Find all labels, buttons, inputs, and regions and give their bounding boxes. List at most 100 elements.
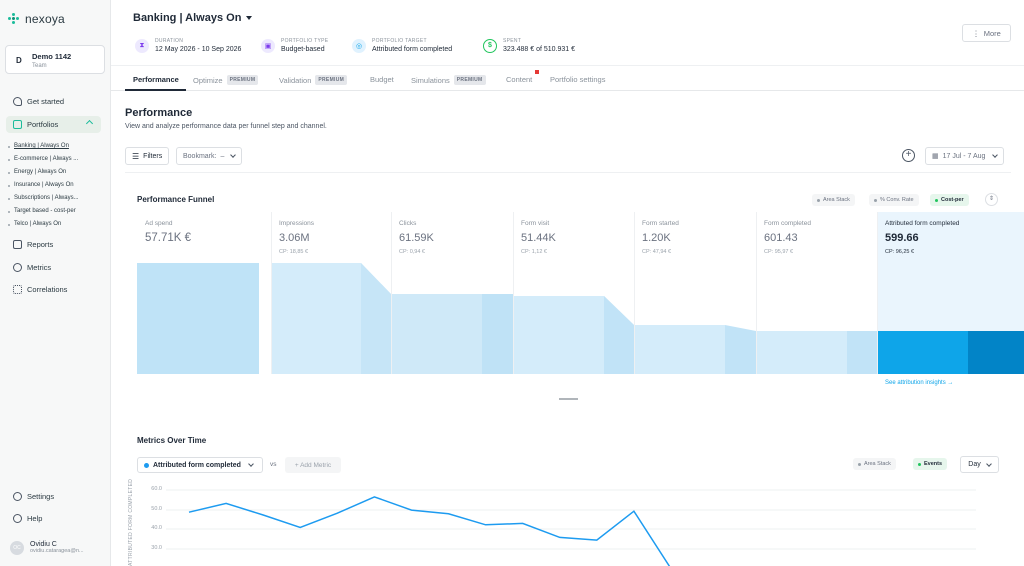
funnel-stage-form-completed: Form completed 601.43 CP: 95,97 € xyxy=(756,212,877,374)
active-tab-indicator xyxy=(125,89,186,91)
sidebar-item-get-started[interactable]: Get started xyxy=(13,97,64,106)
sidebar-item-correlations[interactable]: Correlations xyxy=(13,285,67,294)
gear-icon xyxy=(13,492,22,501)
correlations-icon xyxy=(13,285,22,294)
user-menu[interactable]: OC Ovidiu C ovidiu.cataragea@n... xyxy=(10,541,84,555)
logo[interactable]: nexoya xyxy=(8,12,65,26)
team-name: Demo 1142 xyxy=(32,52,72,61)
sidebar-item-label: Get started xyxy=(27,97,65,106)
funnel-bar-form-started[interactable] xyxy=(634,325,725,374)
chevron-down-icon xyxy=(985,460,992,467)
caret-down-icon xyxy=(246,16,253,20)
vs-label: vs xyxy=(270,461,277,468)
funnel-stage-attributed-form-completed[interactable]: Attributed form completed 599.66 CP: 96,… xyxy=(877,212,1024,374)
filters-button[interactable]: ☰ Filters xyxy=(125,147,170,165)
portfolio-title-dropdown[interactable]: Banking | Always On xyxy=(133,12,253,24)
grid-line xyxy=(271,212,272,374)
meta-duration: ⧗ DURATION 12 May 2026 - 10 Sep 2026 xyxy=(135,38,241,53)
portfolio-link[interactable]: E-commerce | Always ... xyxy=(7,156,79,162)
team-switcher[interactable]: D Demo 1142 Team xyxy=(5,45,105,74)
nexoya-logo-icon xyxy=(8,13,20,25)
tab-label: Performance xyxy=(133,75,179,84)
tab-validation[interactable]: Validation PREMIUM xyxy=(279,75,348,85)
toggle-cost-per[interactable]: Cost-per xyxy=(930,194,969,206)
portfolio-link[interactable]: Telco | Always On xyxy=(7,221,62,227)
metric-select[interactable]: Attributed form completed xyxy=(137,457,263,473)
funnel-bar-form-visit[interactable] xyxy=(513,296,634,374)
stage-label: Form completed xyxy=(764,220,811,227)
meta-label: PORTFOLIO TYPE xyxy=(281,38,329,44)
stage-label: Clicks xyxy=(399,220,417,227)
meta-label: DURATION xyxy=(155,38,184,44)
chevron-up-icon xyxy=(85,119,94,128)
tab-content[interactable]: Content xyxy=(506,75,532,84)
portfolio-link[interactable]: Banking | Always On xyxy=(8,143,69,149)
filters-label: Filters xyxy=(143,152,163,160)
portfolio-link[interactable]: Insurance | Always On xyxy=(8,182,74,188)
portfolio-link[interactable]: Subscriptions | Always... xyxy=(8,195,79,201)
funnel-bar-attributed-form-completed[interactable] xyxy=(877,331,968,374)
user-email: ovidiu.cataragea@n... xyxy=(30,548,84,554)
add-icon[interactable]: + xyxy=(902,149,915,162)
sidebar-item-settings[interactable]: Settings xyxy=(13,492,54,501)
sidebar-item-metrics[interactable]: Metrics xyxy=(13,263,51,272)
funnel-bar-ad-spend[interactable] xyxy=(137,263,259,374)
stage-label: Form started xyxy=(642,220,679,227)
sidebar-item-help[interactable]: Help xyxy=(13,514,42,523)
toggle-events[interactable]: Events xyxy=(913,458,948,470)
sort-icon[interactable]: ⇕ xyxy=(985,193,998,206)
premium-badge: PREMIUM xyxy=(453,75,486,85)
hourglass-icon: ⧗ xyxy=(135,38,149,53)
more-button[interactable]: ⋮ More xyxy=(962,24,1011,42)
tab-budget[interactable]: Budget xyxy=(370,75,394,84)
stage-cost-per: CP: 18,85 € xyxy=(279,249,309,255)
tab-label: Validation xyxy=(279,75,312,85)
add-metric-button[interactable]: + Add Metric xyxy=(285,457,341,473)
stage-value: 61.59K xyxy=(399,232,434,244)
meta-value: 12 May 2026 - 10 Sep 2026 xyxy=(155,46,242,53)
meta-label: PORTFOLIO TARGET xyxy=(372,38,427,44)
team-initial: D xyxy=(16,56,22,65)
scroll-indicator[interactable] xyxy=(559,398,578,400)
grid-line xyxy=(756,212,757,374)
toggle-area-stack-chart[interactable]: Area Stack xyxy=(853,458,896,470)
toggle-dot xyxy=(874,198,877,202)
stage-label: Impressions xyxy=(279,220,315,227)
tab-portfolio-settings[interactable]: Portfolio settings xyxy=(550,75,605,84)
meta-spent: $ SPENT 323.488 € of 510.931 € xyxy=(483,38,575,53)
granularity-select[interactable]: Day xyxy=(960,456,999,473)
divider xyxy=(125,172,1011,173)
stage-value: 599.66 xyxy=(885,232,919,244)
sidebar-item-portfolios[interactable]: Portfolios xyxy=(6,116,101,133)
portfolio-link[interactable]: Energy | Always On xyxy=(7,169,67,175)
toggle-label: Events xyxy=(924,461,943,467)
date-range-value: 17 Jul - 7 Aug xyxy=(942,152,986,160)
stage-cost-per: CP: 1,12 € xyxy=(521,249,547,255)
tab-optimize[interactable]: Optimize PREMIUM xyxy=(193,75,259,85)
tab-simulations[interactable]: Simulations PREMIUM xyxy=(411,75,486,85)
series-color-dot xyxy=(144,462,149,468)
attribution-insights-link[interactable]: See attribution insights → xyxy=(885,380,954,386)
sidebar-item-reports[interactable]: Reports xyxy=(13,240,53,249)
bookmark-select[interactable]: Bookmark: – xyxy=(176,147,243,165)
date-range-picker[interactable]: ▦ 17 Jul - 7 Aug xyxy=(925,147,1005,165)
funnel-bar-clicks-dark xyxy=(482,294,513,374)
funnel-bar-clicks[interactable] xyxy=(391,294,482,374)
portfolio-link[interactable]: Target based - cost-per xyxy=(8,208,76,214)
toggle-area-stack[interactable]: Area Stack xyxy=(812,194,855,206)
toggle-conv-rate[interactable]: % Conv. Rate xyxy=(869,194,919,206)
y-axis-label: ATTRIBUTED FORM COMPLETED xyxy=(128,478,134,566)
stage-label: Ad spend xyxy=(145,220,173,227)
meta-portfolio-type: ▣ PORTFOLIO TYPE Budget-based xyxy=(261,38,328,53)
y-tick-label: 40.0 xyxy=(151,525,162,531)
tab-performance[interactable]: Performance xyxy=(133,75,179,84)
funnel-bar-attributed-dark xyxy=(968,331,1024,374)
section-title: Performance xyxy=(125,107,193,119)
premium-badge: PREMIUM xyxy=(315,75,348,85)
stage-cost-per: CP: 0,94 € xyxy=(399,249,425,255)
toggle-label: % Conv. Rate xyxy=(880,197,914,203)
series-line-attributed-form-completed[interactable] xyxy=(188,496,671,566)
funnel-transition xyxy=(361,263,391,374)
stage-value: 57.71K € xyxy=(145,232,192,244)
funnel-bar-form-completed[interactable] xyxy=(756,331,847,374)
